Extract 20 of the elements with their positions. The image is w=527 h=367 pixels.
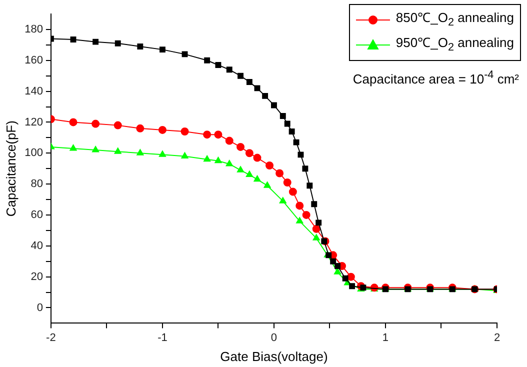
y-tick-label: 0 — [36, 302, 43, 314]
y-tick-label: 140 — [24, 85, 43, 98]
x-tick-label: -1 — [158, 332, 168, 344]
legend-label: 850℃_O$_{2}$ annealing — [396, 9, 514, 31]
annotation: Capacitance area = 10$^{-4}$ cm² — [352, 69, 519, 86]
y-tick-label: 160 — [24, 54, 43, 66]
y-tick-label: 100 — [24, 147, 43, 160]
y-tick-label: 180 — [24, 23, 43, 36]
y-tick-label: 80 — [30, 178, 43, 190]
x-tick-label: 1 — [382, 332, 389, 344]
y-axis-title: Capacitance(pF) — [3, 120, 18, 217]
y-tick-label: 120 — [24, 116, 43, 128]
x-tick-label: 0 — [270, 332, 278, 344]
x-axis-title: Gate Bias(voltage) — [220, 348, 328, 364]
x-tick-label: 2 — [494, 332, 500, 344]
y-tick-label: 60 — [30, 209, 43, 222]
y-tick-label: 40 — [30, 240, 43, 252]
legend-label: 950℃_O$_{2}$ annealing — [396, 34, 514, 56]
x-tick-label: -2 — [46, 332, 56, 344]
y-tick-label: 20 — [30, 270, 43, 283]
